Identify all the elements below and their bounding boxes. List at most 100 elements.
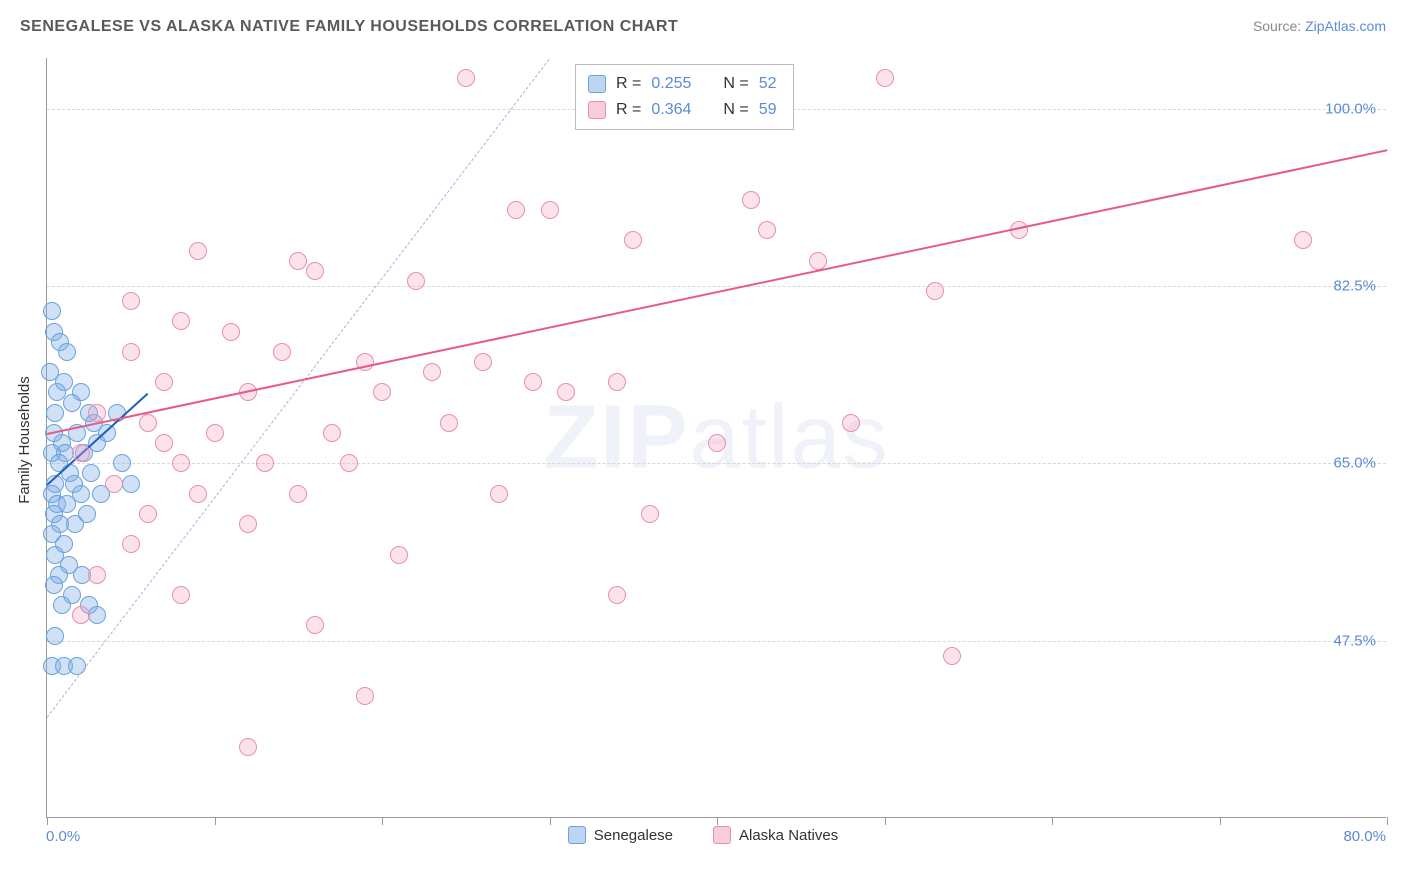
- data-point: [66, 515, 84, 533]
- data-point: [557, 383, 575, 401]
- data-point: [46, 627, 64, 645]
- x-tick: [1220, 817, 1221, 825]
- x-tick: [550, 817, 551, 825]
- data-point: [926, 282, 944, 300]
- chart-title: SENEGALESE VS ALASKA NATIVE FAMILY HOUSE…: [20, 18, 678, 36]
- data-point: [82, 464, 100, 482]
- data-point: [172, 586, 190, 604]
- data-point: [608, 373, 626, 391]
- data-point: [72, 383, 90, 401]
- x-tick: [717, 817, 718, 825]
- data-point: [273, 343, 291, 361]
- data-point: [189, 485, 207, 503]
- data-point: [289, 252, 307, 270]
- data-point: [239, 515, 257, 533]
- senegalese-swatch: [588, 75, 606, 93]
- x-tick: [1387, 817, 1388, 825]
- data-point: [239, 738, 257, 756]
- data-point: [172, 454, 190, 472]
- stats-row-alaska: R = 0.364 N = 59: [588, 97, 777, 123]
- data-point: [474, 353, 492, 371]
- stats-row-senegalese: R = 0.255 N = 52: [588, 71, 777, 97]
- data-point: [122, 292, 140, 310]
- data-point: [222, 323, 240, 341]
- r-label: R =: [616, 71, 641, 97]
- data-point: [876, 69, 894, 87]
- y-axis-title: Family Households: [16, 376, 33, 504]
- data-point: [541, 201, 559, 219]
- gridline: [47, 463, 1386, 464]
- data-point: [641, 505, 659, 523]
- data-point: [340, 454, 358, 472]
- alaska-n-value: 59: [759, 97, 777, 123]
- x-tick: [885, 817, 886, 825]
- stats-legend: R = 0.255 N = 52 R = 0.364 N = 59: [575, 64, 794, 130]
- legend-item-senegalese: Senegalese: [568, 826, 673, 844]
- x-tick: [47, 817, 48, 825]
- data-point: [113, 454, 131, 472]
- data-point: [88, 566, 106, 584]
- trend-line: [47, 149, 1387, 435]
- y-tick-label: 100.0%: [1325, 100, 1376, 117]
- data-point: [289, 485, 307, 503]
- data-point: [139, 505, 157, 523]
- data-point: [809, 252, 827, 270]
- senegalese-legend-label: Senegalese: [594, 827, 673, 844]
- data-point: [440, 414, 458, 432]
- data-point: [55, 373, 73, 391]
- senegalese-legend-swatch: [568, 826, 586, 844]
- data-point: [1294, 231, 1312, 249]
- data-point: [105, 475, 123, 493]
- series-legend: Senegalese Alaska Natives: [0, 826, 1406, 844]
- data-point: [46, 404, 64, 422]
- data-point: [53, 596, 71, 614]
- data-point: [624, 231, 642, 249]
- data-point: [306, 262, 324, 280]
- x-tick: [382, 817, 383, 825]
- data-point: [88, 404, 106, 422]
- data-point: [43, 302, 61, 320]
- data-point: [524, 373, 542, 391]
- senegalese-r-value: 0.255: [651, 71, 691, 97]
- data-point: [155, 434, 173, 452]
- r-label: R =: [616, 97, 641, 123]
- x-tick: [1052, 817, 1053, 825]
- data-point: [373, 383, 391, 401]
- alaska-legend-label: Alaska Natives: [739, 827, 838, 844]
- plot-area: ZIPatlas 47.5%65.0%82.5%100.0%: [46, 58, 1386, 818]
- legend-item-alaska: Alaska Natives: [713, 826, 838, 844]
- data-point: [323, 424, 341, 442]
- data-point: [356, 687, 374, 705]
- data-point: [72, 444, 90, 462]
- alaska-r-value: 0.364: [651, 97, 691, 123]
- data-point: [842, 414, 860, 432]
- gridline: [47, 641, 1386, 642]
- data-point: [423, 363, 441, 381]
- data-point: [122, 343, 140, 361]
- source-link[interactable]: ZipAtlas.com: [1305, 18, 1386, 34]
- data-point: [172, 312, 190, 330]
- source-prefix: Source:: [1253, 18, 1305, 34]
- data-point: [943, 647, 961, 665]
- data-point: [507, 201, 525, 219]
- gridline: [47, 286, 1386, 287]
- data-point: [206, 424, 224, 442]
- watermark-bold: ZIP: [543, 387, 689, 487]
- data-point: [68, 657, 86, 675]
- data-point: [155, 373, 173, 391]
- data-point: [608, 586, 626, 604]
- alaska-legend-swatch: [713, 826, 731, 844]
- data-point: [306, 616, 324, 634]
- data-point: [256, 454, 274, 472]
- data-point: [189, 242, 207, 260]
- n-label: N =: [723, 71, 748, 97]
- data-point: [58, 343, 76, 361]
- data-point: [742, 191, 760, 209]
- y-tick-label: 65.0%: [1333, 455, 1376, 472]
- senegalese-n-value: 52: [759, 71, 777, 97]
- data-point: [708, 434, 726, 452]
- data-point: [407, 272, 425, 290]
- data-point: [390, 546, 408, 564]
- data-point: [490, 485, 508, 503]
- alaska-swatch: [588, 101, 606, 119]
